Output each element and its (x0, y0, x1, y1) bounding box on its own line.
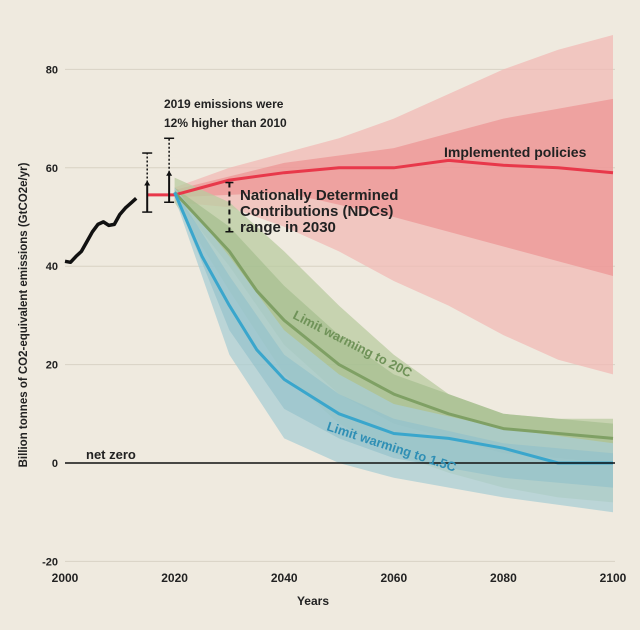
c2-line (173, 191, 614, 440)
c15-inner-band (174, 189, 613, 488)
annotation-2019-line1: 2019 emissions were (164, 97, 284, 111)
ndc-label-2: Contributions (NDCs) (240, 203, 393, 220)
error-bar-marker (166, 170, 173, 176)
c15-outer-band (174, 187, 613, 513)
x-tick-label: 2000 (52, 571, 79, 585)
y-tick-label: -20 (42, 556, 58, 568)
implemented-inner-band (174, 98, 613, 277)
y-tick-label: 60 (46, 163, 58, 175)
x-tick-label: 2020 (161, 571, 188, 585)
axis-ticks: 80 60 40 20 0 -20 2000 2020 2040 2060 2080 2100 (42, 64, 627, 585)
y-tick-label: 20 (46, 360, 58, 372)
x-tick-label: 2060 (380, 571, 407, 585)
y-tick-label: 0 (52, 458, 58, 470)
error-bar-marker (144, 180, 151, 186)
y-tick-label: 40 (46, 261, 58, 273)
x-tick-label: 2100 (600, 571, 627, 585)
net-zero-label: net zero (86, 447, 136, 462)
ndc-label-1: Nationally Determined (240, 187, 398, 204)
ndc-label-3: range in 2030 (240, 219, 336, 236)
annotation-2019-line2: 12% higher than 2010 (164, 116, 287, 130)
implemented-line (147, 158, 614, 197)
x-axis-label: Years (297, 594, 329, 608)
c15-line (173, 191, 613, 465)
x-tick-label: 2080 (490, 571, 517, 585)
historical-line (64, 197, 138, 265)
series-lines (64, 137, 614, 465)
x-tick-label: 2040 (271, 571, 298, 585)
implemented-label: Implemented policies (444, 144, 587, 160)
y-tick-label: 80 (46, 64, 58, 76)
y-axis-label: Billion tonnes of CO2-equivalent emissio… (18, 162, 30, 467)
bands (174, 35, 613, 513)
